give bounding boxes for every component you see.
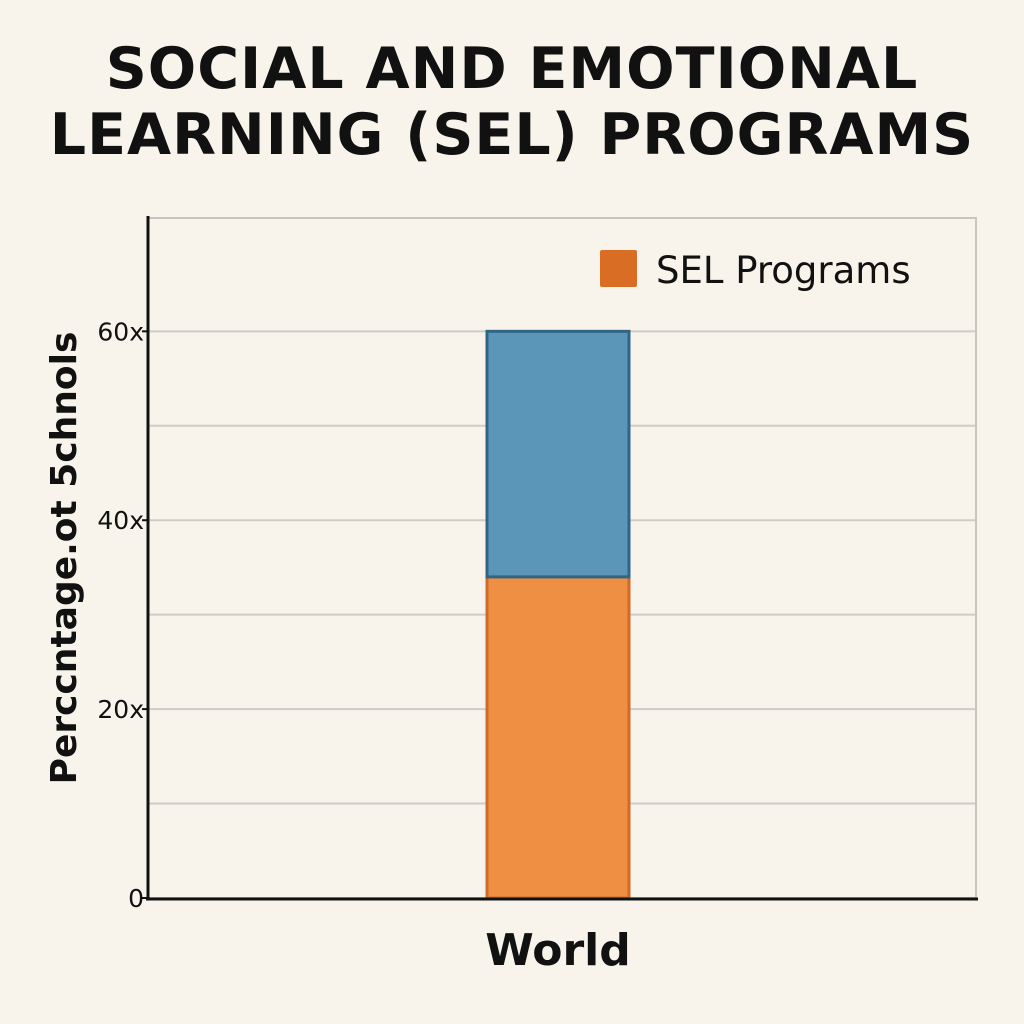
chart-title-line-2: LEARNING (SEL) PROGRAMS [49,102,975,168]
chart-title: SOCIAL AND EMOTIONAL LEARNING (SEL) PROG… [0,36,1024,168]
bar-segment [485,575,631,900]
x-category-label: World [485,925,630,976]
bars [485,329,631,900]
bar-segment [485,329,631,579]
chart-title-line-1: SOCIAL AND EMOTIONAL [105,36,919,102]
y-tick-label: 20x [97,695,144,724]
legend-swatch [600,250,637,287]
y-tick-label: 60x [97,317,144,346]
y-axis-label: Perccntage.ot 5chnols [44,332,85,785]
y-tick-label: 40x [97,506,144,535]
y-tick-label: 0 [128,884,144,913]
y-tick-labels: 0 20x 40x 60x [97,317,148,913]
legend: SEL Programs [600,249,911,292]
x-category-labels: World [485,925,630,976]
legend-label: SEL Programs [656,249,911,292]
